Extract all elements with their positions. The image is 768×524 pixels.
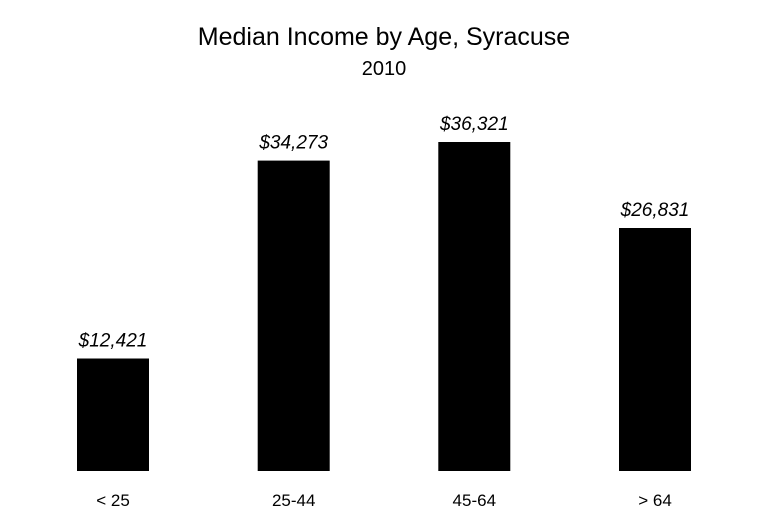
chart-title: Median Income by Age, Syracuse bbox=[198, 23, 570, 51]
data-label-group: $12,421 $34,273 $36,321 $26,831 bbox=[78, 114, 690, 352]
x-axis-tick-labels: < 25 25-44 45-64 > 64 bbox=[96, 491, 672, 510]
x-tick-label-3: > 64 bbox=[638, 491, 672, 510]
data-label-3: $26,831 bbox=[620, 200, 690, 221]
bar-1 bbox=[257, 160, 330, 471]
bar-0 bbox=[77, 358, 149, 471]
data-label-2: $36,321 bbox=[439, 114, 509, 135]
bar-group bbox=[77, 142, 691, 471]
x-tick-label-1: 25-44 bbox=[272, 491, 315, 510]
bar-2 bbox=[438, 142, 511, 471]
chart-subtitle: 2010 bbox=[362, 58, 407, 80]
bar-3 bbox=[619, 228, 691, 471]
x-tick-label-0: < 25 bbox=[96, 491, 130, 510]
data-label-1: $34,273 bbox=[258, 133, 328, 154]
x-tick-label-2: 45-64 bbox=[453, 491, 496, 510]
data-label-0: $12,421 bbox=[78, 331, 148, 352]
